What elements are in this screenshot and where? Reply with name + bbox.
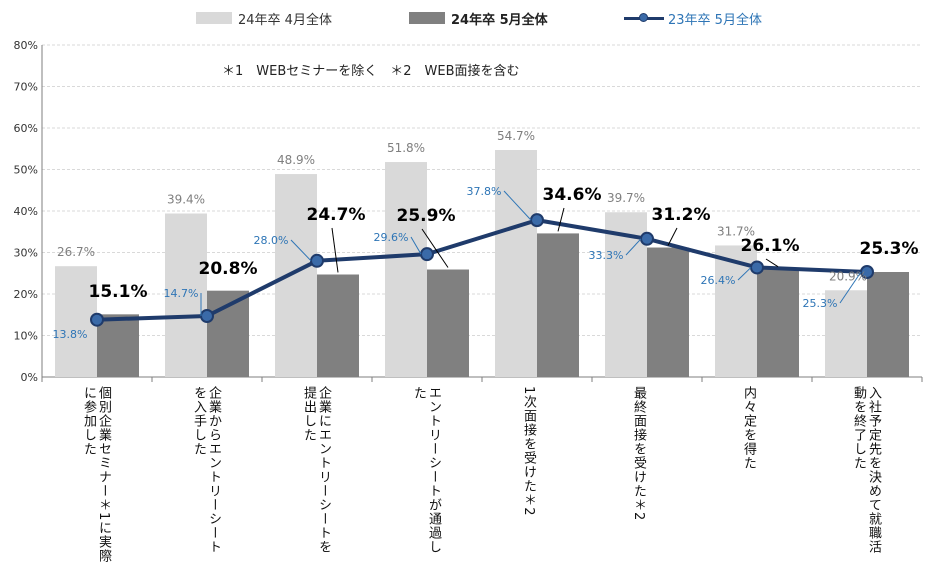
bar-24-may: [537, 233, 579, 377]
leader-line-23-may: [503, 190, 532, 221]
data-label-24-may: 15.1%: [89, 282, 148, 302]
data-label-23-may: 13.8%: [53, 328, 88, 341]
data-label-24-april: 39.7%: [607, 191, 645, 205]
bar-24-april: [825, 290, 867, 377]
x-category-label: 入社予定先を決めて就職活動を終了した: [851, 386, 881, 554]
data-label-24-april: 48.9%: [277, 153, 315, 167]
bar-24-april: [165, 213, 207, 377]
bar-24-may: [97, 314, 139, 377]
data-label-24-april: 20.9%: [829, 269, 867, 283]
bar-24-may: [867, 272, 909, 377]
leader-line: [331, 227, 339, 273]
x-category-label: エントリーシートが通過した: [411, 386, 441, 554]
marker-23-may: [310, 253, 324, 268]
data-label-24-may: 20.8%: [199, 259, 258, 279]
legend-label-24-may: 24年卒 5月全体: [451, 12, 548, 28]
marker-23-may: [200, 308, 214, 323]
data-label-24-april: 39.4%: [167, 192, 205, 206]
data-label-23-may: 33.3%: [589, 249, 624, 262]
data-label-24-april: 31.7%: [717, 224, 755, 238]
y-tick-label: 30%: [14, 247, 38, 260]
bar-24-may: [757, 268, 799, 377]
data-label-23-may: 28.0%: [254, 234, 289, 247]
y-tick-label: 0%: [21, 371, 38, 384]
legend-item-24-may[interactable]: 24年卒 5月全体: [409, 6, 548, 30]
marker-23-may: [90, 312, 104, 327]
data-label-24-april: 54.7%: [497, 129, 535, 143]
leader-line-23-may: [290, 239, 312, 262]
legend-swatch-24-april: [196, 12, 232, 24]
marker-23-may: [750, 260, 764, 275]
y-tick-label: 70%: [14, 81, 38, 94]
legend-label-23-may: 23年卒 5月全体: [668, 12, 762, 28]
leader-line: [667, 227, 678, 246]
x-category-label: 内々定を得た: [741, 386, 756, 470]
leader-line-23-may: [839, 271, 862, 304]
data-label-24-april: 26.7%: [57, 245, 95, 259]
legend-item-23-may[interactable]: 23年卒 5月全体: [624, 6, 762, 30]
x-category-label: 企業にエントリーシートを提出した: [301, 386, 331, 554]
y-tick-label: 50%: [14, 164, 38, 177]
data-label-23-may: 26.4%: [701, 274, 736, 287]
data-label-24-april: 51.8%: [387, 141, 425, 155]
y-tick-label: 40%: [14, 205, 38, 218]
legend: 24年卒 4月全体 24年卒 5月全体 23年卒 5月全体: [0, 6, 942, 30]
leader-line: [421, 228, 449, 268]
data-label-24-may: 25.3%: [860, 239, 919, 259]
leader-line-23-may: [625, 238, 642, 256]
leader-line-23-may: [737, 267, 752, 281]
data-label-23-may: 14.7%: [164, 287, 199, 300]
bar-24-may: [317, 274, 359, 377]
footnote: ＊1 WEBセミナーを除く ＊2 WEB面接を含む: [222, 64, 520, 79]
leader-line-23-may: [410, 236, 422, 255]
data-label-23-may: 37.8%: [467, 185, 502, 198]
x-category-label: 個別企業セミナー＊1に実際に参加した: [81, 386, 111, 564]
y-tick-label: 10%: [14, 330, 38, 343]
data-label-24-may: 25.9%: [397, 206, 456, 226]
legend-swatch-24-may: [409, 12, 445, 24]
marker-23-may: [530, 213, 544, 228]
data-label-23-may: 25.3%: [803, 297, 838, 310]
bar-24-april: [385, 162, 427, 377]
marker-23-may: [420, 247, 434, 262]
bar-24-may: [647, 247, 689, 377]
leader-line: [557, 207, 565, 232]
data-label-23-may: 29.6%: [374, 231, 409, 244]
legend-item-24-april[interactable]: 24年卒 4月全体: [196, 6, 332, 30]
marker-23-may: [640, 231, 654, 246]
data-label-24-may: 34.6%: [543, 185, 602, 205]
y-tick-label: 60%: [14, 122, 38, 135]
bar-24-may: [427, 269, 469, 377]
bar-24-april: [495, 149, 537, 377]
bar-24-april: [55, 266, 97, 377]
bar-24-april: [275, 174, 317, 377]
x-category-label: 最終面接を受けた＊2: [631, 386, 646, 522]
legend-line-marker-icon: [624, 12, 664, 24]
x-category-label: 1次面接を受けた＊2: [521, 386, 536, 517]
y-tick-label: 20%: [14, 288, 38, 301]
x-category-label: 企業からエントリーシートを入手した: [191, 386, 221, 554]
data-label-24-may: 26.1%: [741, 236, 800, 256]
y-tick-label: 80%: [14, 39, 38, 52]
line-23-may: [96, 218, 868, 322]
legend-label-24-april: 24年卒 4月全体: [238, 12, 332, 28]
leader-line: [765, 258, 779, 268]
data-label-24-may: 31.2%: [652, 205, 711, 225]
data-label-24-may: 24.7%: [307, 205, 366, 225]
